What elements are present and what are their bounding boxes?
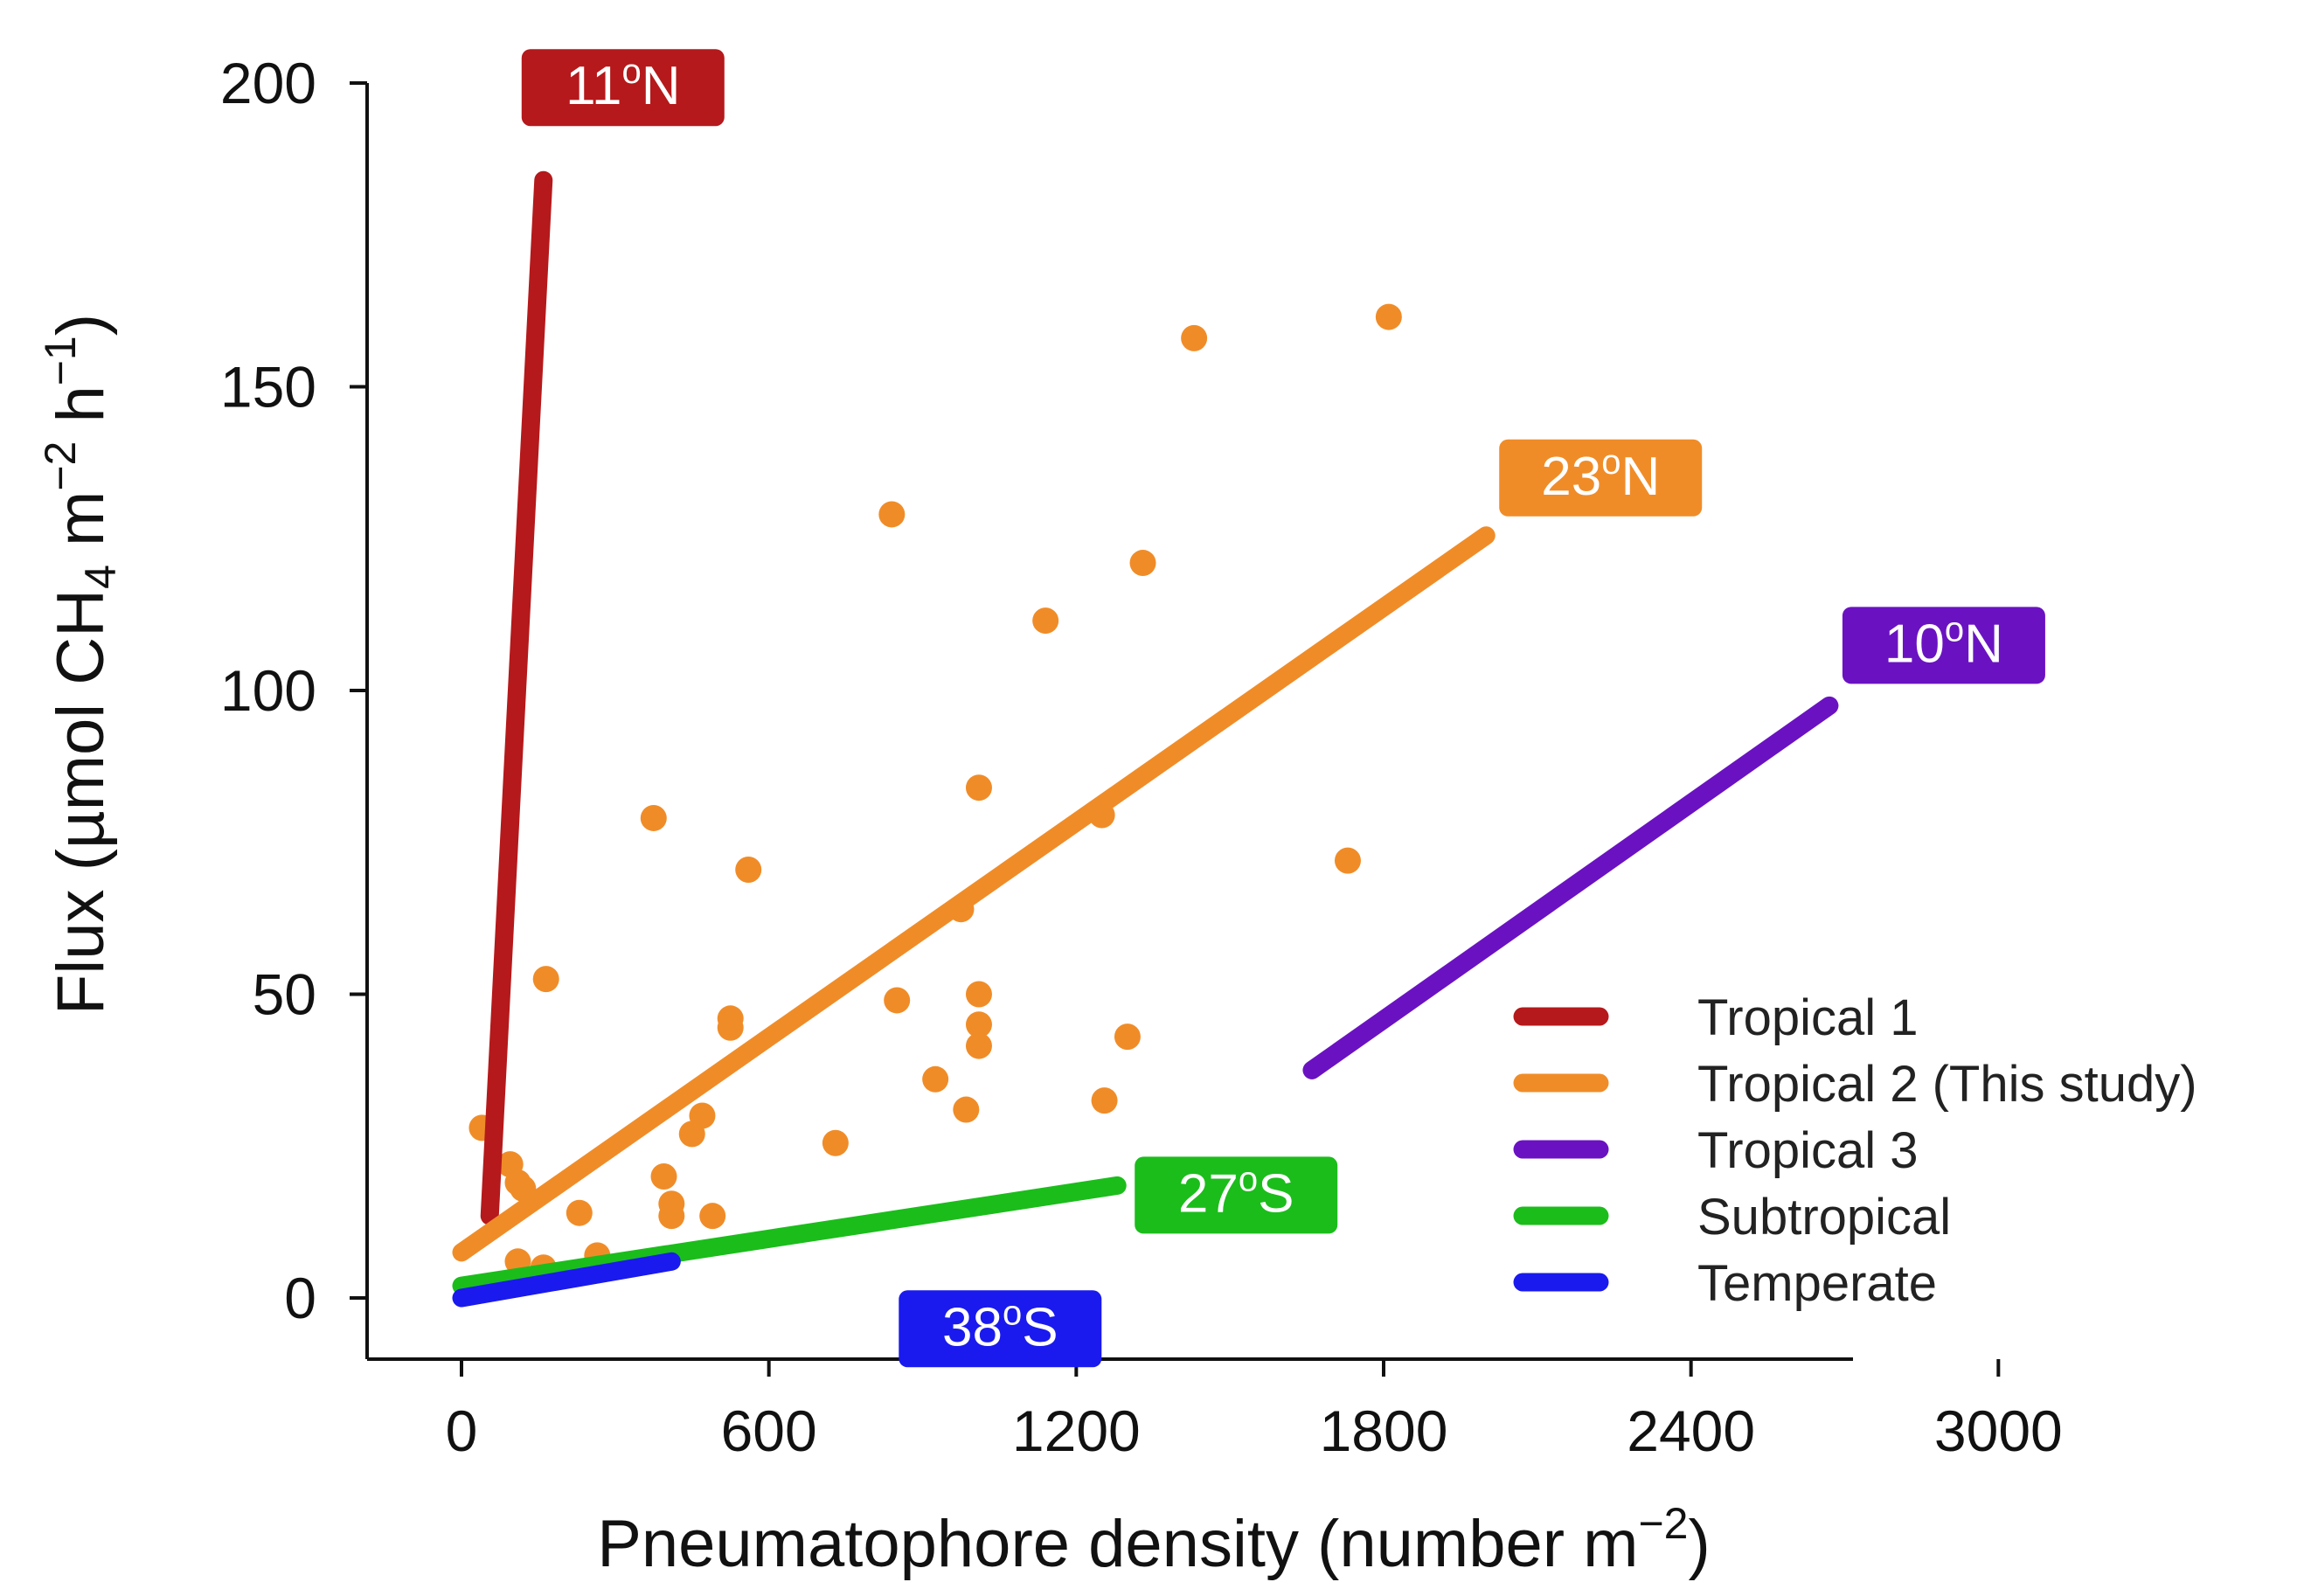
data-point — [884, 987, 911, 1014]
y-tick-label: 50 — [253, 962, 316, 1027]
latitude-badge: 11oN — [521, 49, 725, 127]
axes: 0 600 1200 1800 2400 3000 0 50 100 150 200 — [220, 51, 2063, 1463]
series-line — [480, 170, 553, 1225]
y-tick-label: 200 — [220, 51, 316, 115]
data-point — [953, 1096, 980, 1123]
latitude-badge-label: 27oS — [1178, 1160, 1294, 1224]
series-line — [452, 1252, 681, 1308]
latitude-badge-label: 10oN — [1884, 610, 2003, 674]
data-point — [922, 1065, 949, 1093]
latitude-badge-box — [1842, 607, 2045, 684]
latitude-badge-box — [1499, 439, 1703, 517]
series-line — [452, 526, 1496, 1262]
data-point — [1375, 303, 1402, 330]
x-tick-label: 1800 — [1320, 1398, 1448, 1463]
latitude-badge-hemisphere: N — [1620, 447, 1660, 507]
latitude-badge: 38oS — [899, 1290, 1102, 1368]
latitude-badge-degrees: 23 — [1541, 447, 1601, 507]
data-point — [1032, 607, 1059, 635]
data-point — [640, 804, 667, 831]
x-tick-label: 2400 — [1627, 1398, 1755, 1463]
latitude-badge-degree-sign: o — [1239, 1160, 1258, 1198]
latitude-badge-label: 23oN — [1541, 443, 1660, 507]
data-point — [1129, 550, 1156, 577]
y-axis-title-p2: m — [44, 491, 118, 565]
latitude-badge-hemisphere: S — [1022, 1297, 1058, 1357]
data-point — [1334, 847, 1361, 874]
latitude-badge-degrees: 10 — [1884, 614, 1945, 674]
latitude-badge: 23oN — [1499, 439, 1703, 517]
y-axis-title-sup2: −1 — [36, 336, 85, 385]
data-point — [717, 1014, 744, 1041]
latitude-badge-degree-sign: o — [1601, 443, 1620, 482]
data-point — [566, 1199, 593, 1226]
latitude-badge-box — [899, 1290, 1102, 1368]
latitude-badge-hemisphere: N — [642, 56, 681, 116]
x-tick-label: 3000 — [1934, 1398, 2063, 1463]
legend-label: Tropical 1 — [1697, 989, 1919, 1046]
latitude-badge-degrees: 11 — [566, 56, 621, 116]
y-tick-label: 150 — [220, 355, 316, 420]
x-axis-title-close: ) — [1689, 1507, 1711, 1581]
latitude-badge-hemisphere: S — [1258, 1163, 1294, 1224]
data-point — [699, 1203, 726, 1230]
legend-label: Subtropical — [1697, 1189, 1951, 1246]
latitude-badge-degree-sign: o — [1003, 1294, 1022, 1332]
series-lines — [452, 170, 1839, 1308]
y-axis-title: Flux (µmol CH4 m−2 h−1) — [36, 314, 125, 1015]
data-point — [650, 1163, 677, 1190]
data-point — [878, 501, 906, 528]
series-line — [452, 1176, 1127, 1295]
y-axis-title-p3: h — [44, 385, 118, 441]
y-tick-label: 100 — [220, 658, 316, 723]
latitude-badge-hemisphere: N — [1964, 614, 2003, 674]
legend: Tropical 1 Tropical 2 (This study) Tropica… — [1513, 989, 2197, 1312]
data-point — [658, 1190, 685, 1218]
latitude-badge: 10oN — [1842, 607, 2045, 684]
y-axis-title-p1: Flux (µmol CH — [44, 589, 118, 1015]
latitude-badge: 27oS — [1135, 1156, 1338, 1234]
latitude-badge-degrees: 38 — [942, 1297, 1003, 1357]
y-axis-title-sup1: −2 — [36, 441, 85, 491]
x-tick-label: 600 — [721, 1398, 817, 1463]
latitude-badge-degree-sign: o — [1945, 610, 1964, 649]
x-tick-label: 1200 — [1012, 1398, 1141, 1463]
latitude-badge-box — [521, 49, 725, 127]
x-axis-title: Pneumatophore density (number m−2) — [597, 1499, 1711, 1581]
scatter-points — [468, 303, 1402, 1281]
latitude-badge-degree-sign: o — [621, 52, 641, 91]
data-point — [965, 1011, 992, 1038]
latitude-badge-degrees: 27 — [1178, 1163, 1239, 1224]
legend-label: Tropical 3 — [1697, 1122, 1919, 1179]
data-point — [965, 774, 992, 801]
data-point — [1181, 324, 1208, 351]
latitude-badge-label: 11oN — [566, 52, 680, 116]
data-point — [532, 966, 559, 993]
latitude-badge-label: 38oS — [942, 1294, 1058, 1357]
x-axis-title-text: Pneumatophore density (number m — [597, 1507, 1638, 1581]
data-point — [822, 1129, 849, 1156]
y-axis-title-sub: 4 — [76, 565, 125, 589]
data-point — [965, 981, 992, 1008]
legend-label: Temperate — [1697, 1255, 1937, 1312]
x-axis-title-sup: −2 — [1638, 1499, 1688, 1548]
legend-label: Tropical 2 (This study) — [1697, 1056, 2197, 1113]
data-point — [689, 1102, 716, 1129]
data-point — [735, 857, 762, 884]
data-point — [1091, 1087, 1118, 1114]
x-tick-label: 0 — [446, 1398, 478, 1463]
series-line — [1302, 696, 1839, 1079]
y-axis-title-p4: ) — [44, 314, 118, 336]
y-tick-label: 0 — [284, 1266, 316, 1330]
data-point — [965, 1032, 992, 1059]
latitude-badge-box — [1135, 1156, 1338, 1234]
data-point — [1114, 1024, 1141, 1051]
